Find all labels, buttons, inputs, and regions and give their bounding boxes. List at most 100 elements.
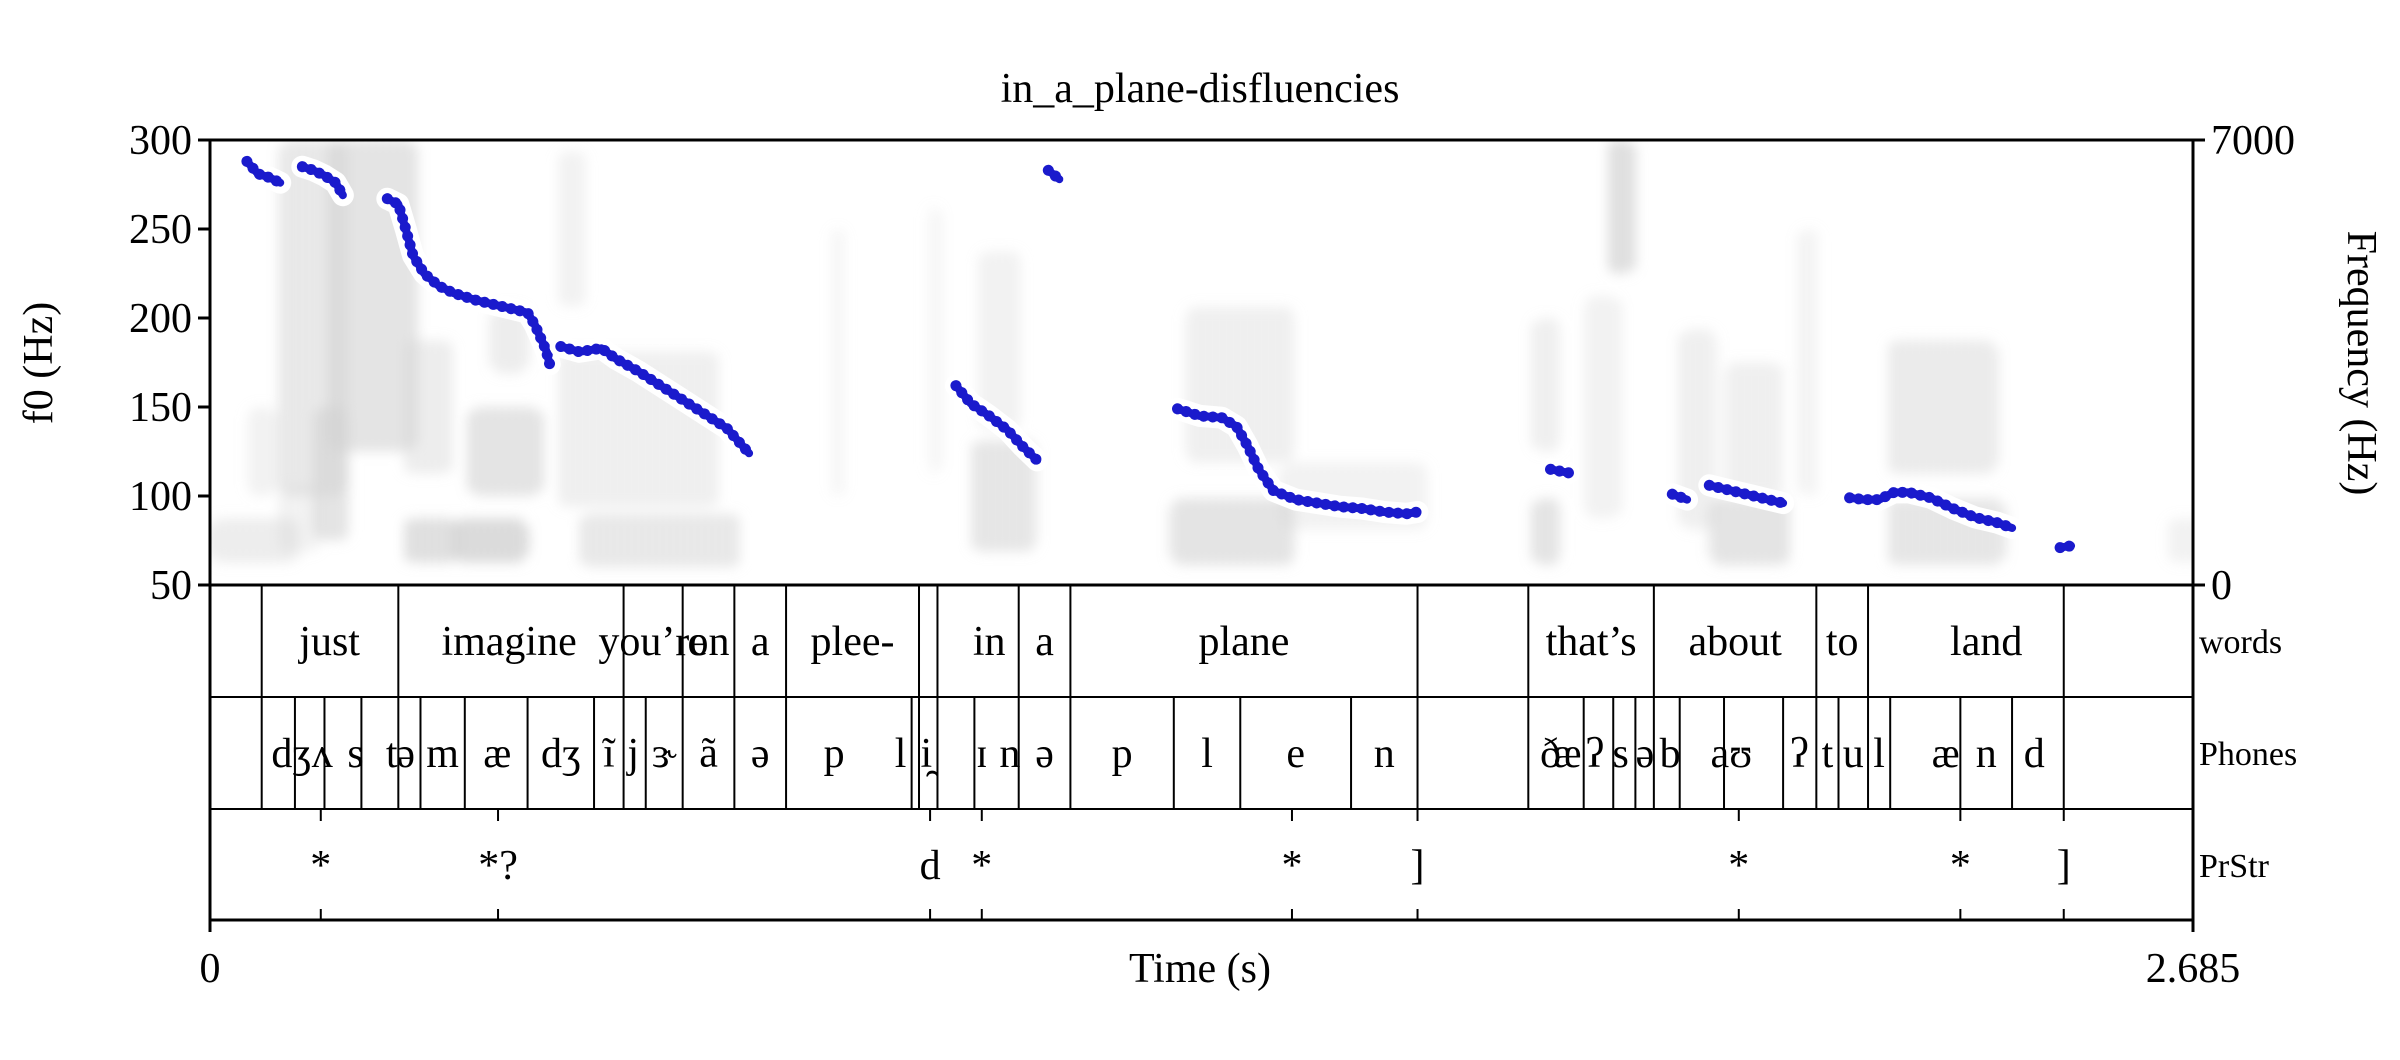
spectrogram-blob	[1583, 295, 1621, 519]
word-label: about	[1688, 619, 1782, 665]
spectrogram-blob	[402, 518, 462, 563]
spectrogram-blob	[830, 229, 846, 496]
phone-label: ð	[1540, 731, 1561, 777]
word-label: that’s	[1546, 619, 1637, 665]
phone-label: ʌ	[312, 731, 333, 777]
y-tick-label-left: 300	[129, 118, 192, 164]
f0-line	[1546, 465, 1573, 477]
phone-label: ə	[1035, 731, 1054, 777]
spectrogram	[210, 140, 2193, 568]
y-tick-label-left: 150	[129, 385, 192, 431]
phone-label: n	[1374, 731, 1395, 777]
phone-label: i̯	[921, 731, 939, 777]
x-axis-start-label: 0	[200, 946, 221, 992]
spectrogram-energy	[210, 140, 2193, 568]
phone-label: n	[999, 731, 1020, 777]
spectrogram-blob	[978, 251, 1023, 430]
f0-line	[556, 342, 754, 458]
spectrogram-blob	[1605, 140, 1636, 274]
f0-track	[235, 150, 2083, 559]
phone-label: ʔ	[1790, 731, 1809, 777]
spectrogram-blob	[579, 513, 742, 568]
word-label: plee-	[811, 619, 895, 665]
phone-label: p	[1112, 731, 1133, 777]
word-label: you’re	[598, 619, 708, 665]
phone-label: d	[2024, 731, 2045, 777]
y-axis-left: 50 100 150 200 250 300	[129, 118, 210, 609]
tier-name: words	[2199, 624, 2282, 661]
x-axis-end-label: 2.685	[2146, 946, 2241, 992]
word-label: on	[688, 619, 730, 665]
spectrogram-blob	[1886, 340, 1998, 474]
word-label: land	[1950, 619, 2022, 665]
word-label: to	[1826, 619, 1859, 665]
tier-frame	[208, 583, 2195, 922]
tier-names: words Phones PrStr	[2199, 624, 2297, 885]
y-tick-label-right: 0	[2211, 563, 2232, 609]
phone-label: aʊ	[1711, 731, 1753, 777]
phone-label: æ	[483, 731, 511, 777]
phone-label: æ	[1553, 731, 1581, 777]
spectrogram-blob	[2167, 518, 2193, 563]
prstr-label: *	[1950, 843, 1971, 889]
spectrogram-blob	[402, 340, 454, 474]
f0-line	[1845, 488, 2017, 532]
f0-line	[298, 162, 347, 200]
phone-label: ʔ	[1585, 731, 1604, 777]
spectrogram-blob	[1797, 229, 1821, 496]
word-label: imagine	[441, 619, 576, 665]
word-label: a	[751, 619, 770, 665]
phone-label: m	[426, 731, 459, 777]
spectrogram-blob	[468, 407, 543, 496]
y-axis-label-right: Frequency (Hz)	[2338, 231, 2384, 496]
phone-label: ɝ	[652, 731, 677, 777]
prstr-label: *	[310, 843, 331, 889]
phone-label: ə	[751, 731, 770, 777]
prstr-label: ]	[1411, 843, 1425, 889]
phone-label: ə	[396, 731, 415, 777]
y-tick-label-left: 50	[150, 563, 192, 609]
word-label: in	[973, 619, 1006, 665]
word-label: plane	[1198, 619, 1289, 665]
phone-label: s	[1612, 731, 1628, 777]
f0-line	[951, 381, 1042, 465]
f0-line	[1044, 166, 1064, 184]
phone-label: s	[347, 731, 363, 777]
spectrogram-blob	[926, 206, 942, 474]
phone-label: n	[1976, 731, 1997, 777]
y-tick-label-right: 7000	[2211, 118, 2295, 164]
prstr-label: *?	[478, 843, 518, 889]
phone-label: dʒ	[271, 731, 311, 777]
f0-line	[383, 194, 554, 369]
y-tick-label-left: 200	[129, 296, 192, 342]
phone-label: ɪ	[976, 731, 988, 777]
word-label: just	[297, 619, 360, 665]
y-axis-right: 0 7000	[2193, 118, 2295, 609]
prstr-label: d	[920, 843, 941, 889]
f0-line	[1173, 404, 1422, 518]
phone-label: p	[824, 731, 845, 777]
prstr-label: *	[971, 843, 992, 889]
phone-label: l	[895, 731, 907, 777]
phone-label: ã	[699, 731, 718, 777]
spectrogram-blob	[1724, 362, 1784, 496]
phone-label: t	[1822, 731, 1834, 777]
phone-label: j	[625, 731, 639, 777]
prstr-label: ]	[2057, 843, 2071, 889]
f0-line	[242, 157, 285, 187]
spectrogram-blob	[1709, 498, 1791, 565]
phone-label: l	[1873, 731, 1885, 777]
spectrogram-blob	[1170, 498, 1296, 565]
phone-label: u	[1843, 731, 1864, 777]
spectrogram-blob	[246, 407, 277, 496]
phone-label: b	[1660, 731, 1681, 777]
spectrogram-blob	[557, 151, 587, 307]
x-axis-label: Time (s)	[1129, 946, 1271, 992]
phone-label: dʒ	[541, 731, 581, 777]
spectrogram-blob	[276, 484, 321, 552]
phone-label: æ	[1932, 731, 1960, 777]
tier-name: Phones	[2199, 736, 2297, 773]
phone-label: l	[1201, 731, 1213, 777]
spectrogram-blob	[490, 306, 528, 374]
